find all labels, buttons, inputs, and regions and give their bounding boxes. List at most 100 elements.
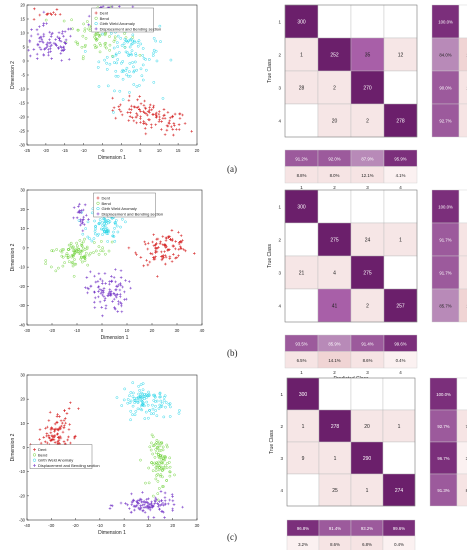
data-point: [96, 279, 100, 283]
data-point: [131, 5, 135, 9]
data-point: [168, 121, 171, 125]
data-point: [57, 438, 61, 442]
data-point: [181, 505, 184, 509]
data-point: [177, 254, 180, 257]
data-point: [129, 391, 133, 394]
matrix-cell: [317, 70, 352, 105]
data-point: [78, 239, 82, 242]
data-point: [171, 495, 174, 499]
data-point: [110, 274, 113, 278]
row-summary-cell: [429, 473, 458, 507]
data-point: [141, 509, 144, 513]
row-summary-cell: [431, 4, 460, 39]
legend-entry: Displacement and Bending section: [102, 211, 164, 216]
data-point: [98, 277, 102, 281]
data-point: [140, 500, 144, 504]
legend-entry: Bend: [38, 452, 47, 457]
matrix-cell: [382, 441, 416, 475]
data-point: [158, 24, 162, 28]
data-point: [118, 295, 122, 299]
data-point: [48, 410, 52, 414]
data-point: [115, 224, 119, 228]
data-point: [50, 249, 54, 252]
data-point: [83, 203, 87, 207]
data-point: [120, 61, 123, 65]
data-point: [149, 252, 152, 255]
matrix-cell: [383, 288, 418, 323]
data-point: [138, 108, 141, 112]
data-point: [168, 415, 172, 418]
data-point: [60, 254, 64, 258]
data-point: [172, 122, 176, 125]
data-point: [29, 34, 33, 38]
row-summary-correct: 96.7%: [437, 456, 449, 461]
data-point: [104, 252, 107, 256]
data-point: [161, 445, 165, 449]
data-point: [131, 36, 135, 39]
data-point: [156, 505, 160, 508]
col-summary-error: 6.8%: [362, 542, 372, 547]
col-summary-correct: 95.9%: [394, 156, 406, 161]
data-point: [38, 428, 42, 431]
x-tick-label: -10: [74, 328, 81, 333]
data-point: [112, 276, 116, 279]
row-summary-cell: [458, 70, 467, 105]
data-point: [152, 516, 156, 519]
data-point: [169, 238, 172, 241]
data-point: [157, 112, 161, 116]
data-point: [75, 241, 79, 245]
data-point: [178, 112, 182, 116]
col-summary-correct: 91.2%: [295, 156, 307, 161]
matrix-cell: [317, 288, 352, 323]
y-tick-label: 10: [20, 31, 25, 36]
data-point: [63, 30, 67, 33]
data-point: [80, 45, 84, 49]
data-point: [160, 258, 164, 262]
data-point: [141, 78, 145, 82]
matrix-cell-value: 25: [332, 488, 338, 494]
data-point: [119, 36, 123, 40]
data-point: [67, 407, 71, 410]
data-point: [164, 262, 167, 266]
matrix-cell-value: 24: [365, 238, 371, 244]
row-summary-cell: [429, 377, 458, 411]
data-point: [116, 45, 120, 48]
data-point: [150, 441, 153, 445]
legend-entry: Girth Weld Anomaly: [102, 206, 137, 211]
data-point: [83, 237, 86, 241]
x-axis-label: Dimension 1: [98, 155, 126, 161]
data-point: [152, 244, 156, 248]
data-point: [89, 251, 92, 255]
data-point: [127, 280, 131, 283]
data-point: [90, 239, 94, 243]
data-point: [113, 38, 117, 41]
data-point: [154, 477, 158, 481]
data-point: [94, 232, 97, 236]
data-point: [53, 441, 57, 444]
data-point: [128, 115, 132, 118]
data-point: [93, 290, 97, 294]
data-point: [126, 503, 129, 507]
data-point: [154, 249, 157, 253]
data-point: [93, 306, 97, 309]
data-point: [118, 292, 122, 296]
data-point: [165, 479, 168, 482]
data-point: [140, 404, 143, 408]
matrix-cell: [317, 189, 352, 224]
data-point: [142, 119, 146, 123]
matrix-cell: [383, 4, 418, 39]
data-point: [138, 395, 142, 398]
data-point: [158, 444, 162, 448]
data-point: [137, 502, 141, 505]
data-point: [28, 39, 32, 42]
data-point: [157, 120, 161, 124]
data-point: [177, 123, 181, 126]
row-summary-cell: [458, 255, 467, 290]
data-point: [80, 249, 84, 253]
data-point: [106, 219, 110, 222]
data-point: [168, 119, 172, 123]
panel-label-b: (b): [227, 348, 238, 358]
data-point: [138, 53, 142, 57]
data-point: [96, 234, 99, 237]
y-tick-label: 0: [23, 59, 26, 64]
